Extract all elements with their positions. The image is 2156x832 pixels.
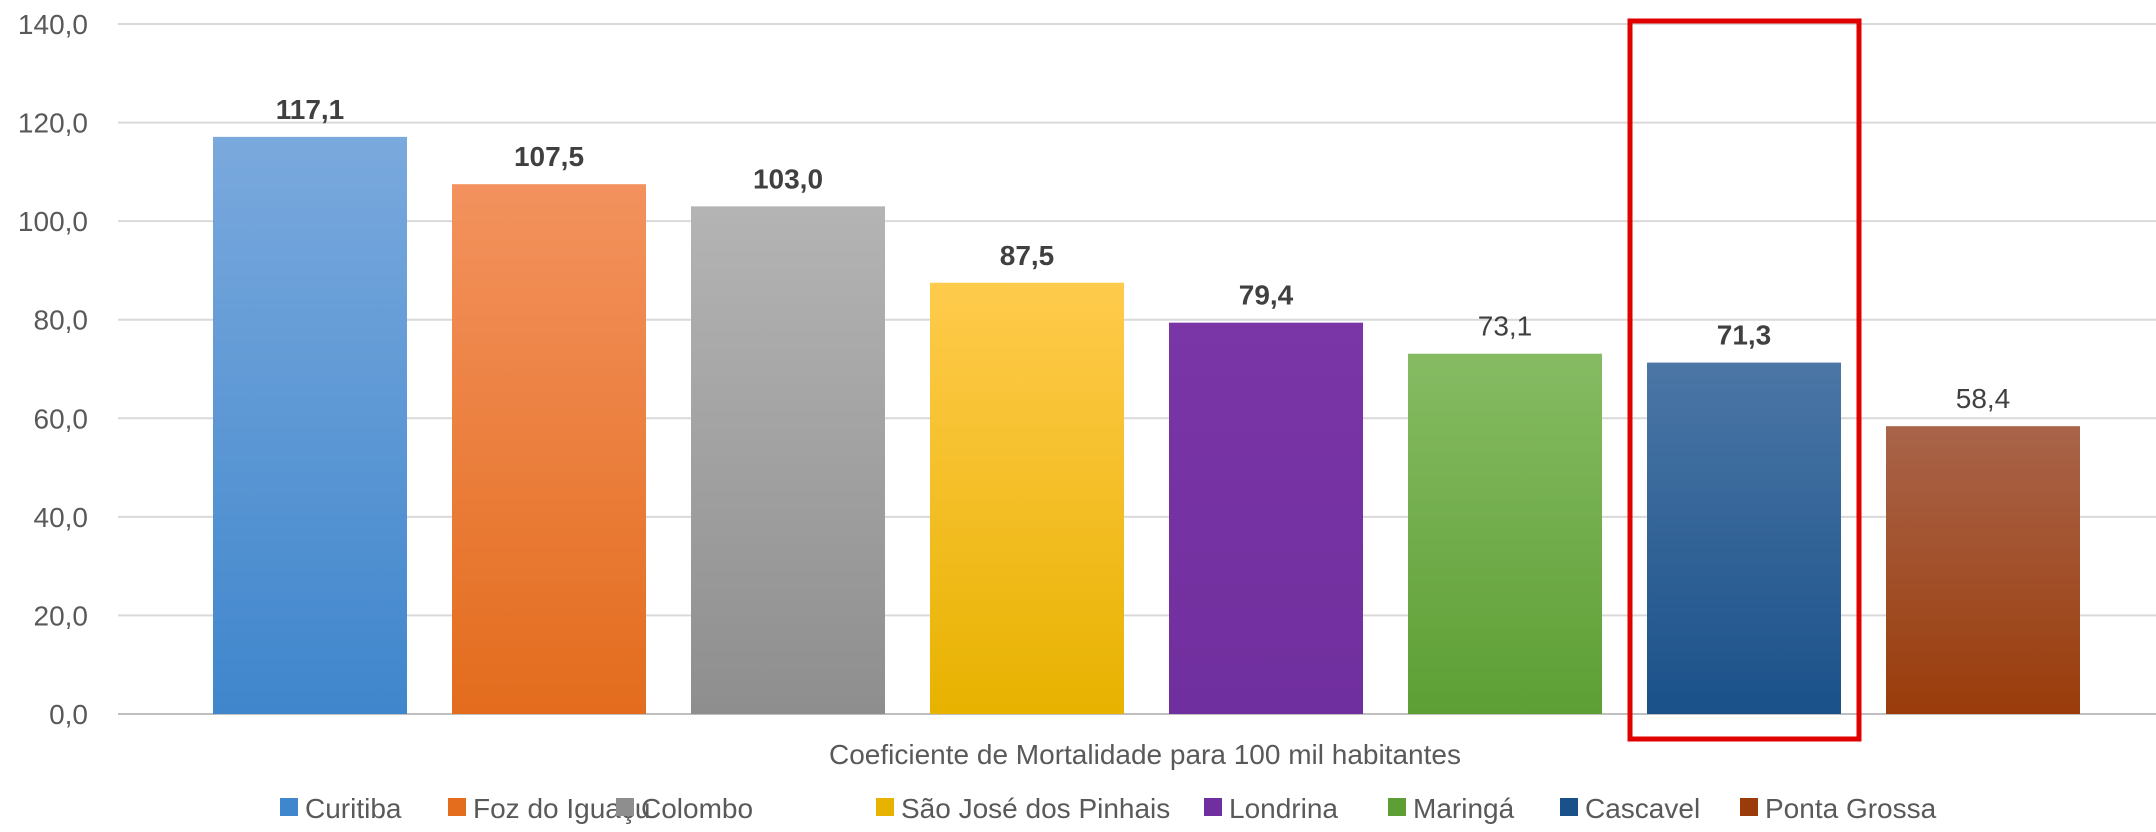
legend-swatch bbox=[1740, 798, 1758, 816]
data-label: 107,5 bbox=[514, 141, 584, 172]
data-labels: 117,1 107,5 103,0 87,5 79,4 73,1 71,3 58,4 bbox=[276, 94, 2011, 414]
y-tick-label: 140,0 bbox=[18, 9, 88, 40]
x-axis-label: Coeficiente de Mortalidade para 100 mil … bbox=[829, 739, 1461, 770]
legend-label: Maringá bbox=[1413, 793, 1515, 824]
y-tick-label: 80,0 bbox=[34, 305, 89, 336]
y-tick-label: 120,0 bbox=[18, 108, 88, 139]
bar-5 bbox=[1169, 322, 1363, 714]
legend-swatch bbox=[876, 798, 894, 816]
data-label: 79,4 bbox=[1239, 280, 1294, 311]
y-tick-label: 100,0 bbox=[18, 206, 88, 237]
bar-2 bbox=[452, 184, 646, 714]
legend-label: Ponta Grossa bbox=[1765, 793, 1937, 824]
legend-label: Colombo bbox=[641, 793, 753, 824]
data-label: 117,1 bbox=[276, 94, 345, 125]
y-tick-label: 0,0 bbox=[49, 699, 88, 730]
data-label: 87,5 bbox=[1000, 240, 1055, 271]
data-label: 71,3 bbox=[1717, 320, 1772, 351]
bar-7 bbox=[1647, 362, 1841, 714]
data-label: 73,1 bbox=[1478, 311, 1533, 342]
y-tick-label: 40,0 bbox=[34, 502, 89, 533]
legend-label: Curitiba bbox=[305, 793, 402, 824]
bar-3 bbox=[691, 206, 885, 714]
legend-swatch bbox=[616, 798, 634, 816]
data-label: 103,0 bbox=[753, 163, 823, 194]
legend-swatch bbox=[280, 798, 298, 816]
bar-6 bbox=[1408, 353, 1602, 714]
legend-label: Londrina bbox=[1229, 793, 1338, 824]
y-axis-ticks: 0,0 20,0 40,0 60,0 80,0 100,0 120,0 140,0 bbox=[18, 9, 88, 730]
legend-label: São José dos Pinhais bbox=[901, 793, 1170, 824]
legend-label: Cascavel bbox=[1585, 793, 1700, 824]
y-tick-label: 60,0 bbox=[34, 403, 89, 434]
legend-swatch bbox=[1388, 798, 1406, 816]
bar-1 bbox=[213, 136, 407, 715]
legend-swatch bbox=[1204, 798, 1222, 816]
y-tick-label: 20,0 bbox=[34, 600, 89, 631]
bar-8 bbox=[1886, 426, 2080, 714]
bar-4 bbox=[930, 282, 1124, 714]
highlight-group bbox=[1627, 18, 1862, 742]
data-label: 58,4 bbox=[1956, 383, 2011, 414]
gridlines bbox=[118, 23, 2156, 715]
legend-swatch bbox=[448, 798, 466, 816]
highlight-box bbox=[1627, 18, 1862, 742]
bars bbox=[213, 136, 2080, 715]
legend-swatch bbox=[1560, 798, 1578, 816]
